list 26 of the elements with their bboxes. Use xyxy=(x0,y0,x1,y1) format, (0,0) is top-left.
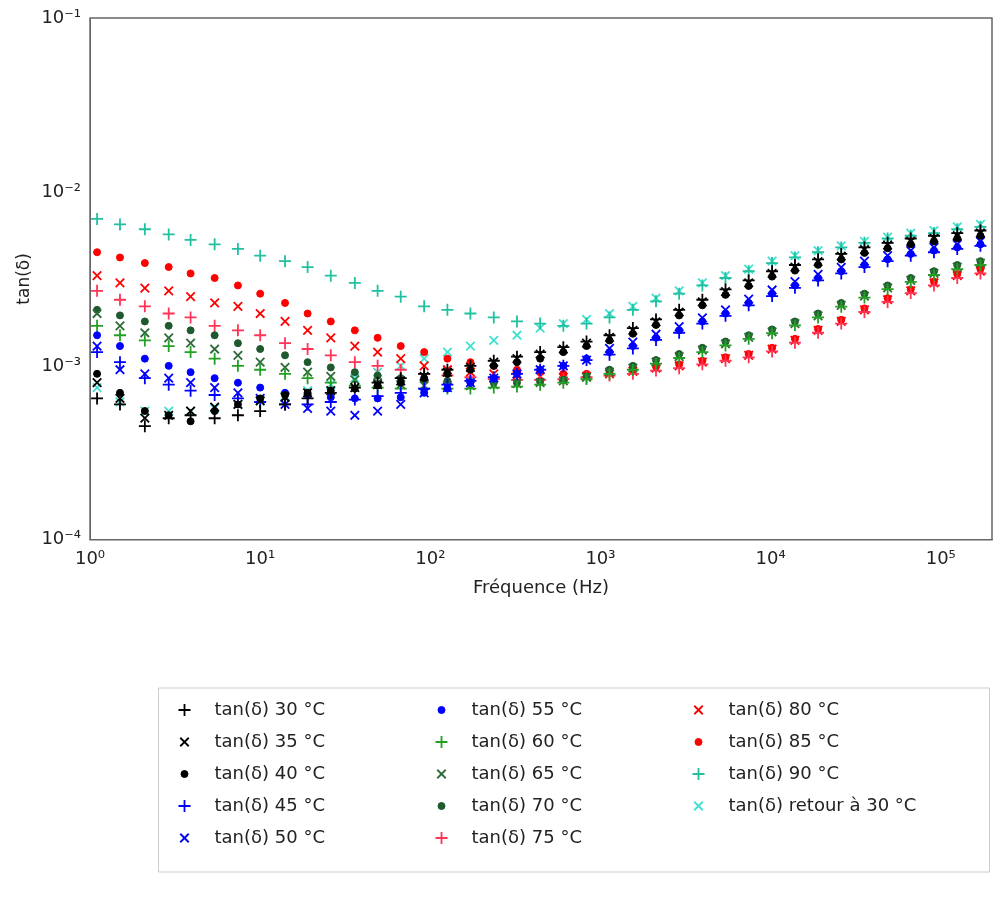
legend-label: tan(δ) 90 °C xyxy=(728,761,839,783)
x-tick-label: 10⁵ xyxy=(925,547,956,569)
x-axis-title: Fréquence (Hz) xyxy=(472,575,610,597)
y-tick-label: 10⁻⁴ xyxy=(41,527,82,549)
legend-label: tan(δ) 75 °C xyxy=(471,825,582,847)
legend-label: tan(δ) 85 °C xyxy=(728,729,839,751)
legend-label: tan(δ) 35 °C xyxy=(214,729,325,751)
x-tick-label: 10¹ xyxy=(245,547,276,569)
legend-label: tan(δ) 40 °C xyxy=(214,761,325,783)
y-axis-title: tan(δ) xyxy=(12,253,33,305)
x-tick-label: 10² xyxy=(415,547,446,569)
y-tick-label: 10⁻² xyxy=(41,179,82,201)
y-tick-label: 10⁻¹ xyxy=(41,5,82,27)
legend-label: tan(δ) 45 °C xyxy=(214,793,325,815)
legend-label: tan(δ) 30 °C xyxy=(214,697,325,719)
x-tick-label: 10⁴ xyxy=(755,547,786,569)
legend-label: tan(δ) 50 °C xyxy=(214,825,325,847)
x-tick-label: 10³ xyxy=(585,547,616,569)
legend-label: tan(δ) 80 °C xyxy=(728,697,839,719)
legend-label: tan(δ) 55 °C xyxy=(471,697,582,719)
legend-label: tan(δ) 65 °C xyxy=(471,761,582,783)
x-tick-label: 10⁰ xyxy=(74,547,106,569)
legend-label: tan(δ) 60 °C xyxy=(471,729,582,751)
y-tick-label: 10⁻³ xyxy=(41,353,82,375)
legend-label: tan(δ) retour à 30 °C xyxy=(728,793,917,815)
legend-label: tan(δ) 70 °C xyxy=(471,793,582,815)
